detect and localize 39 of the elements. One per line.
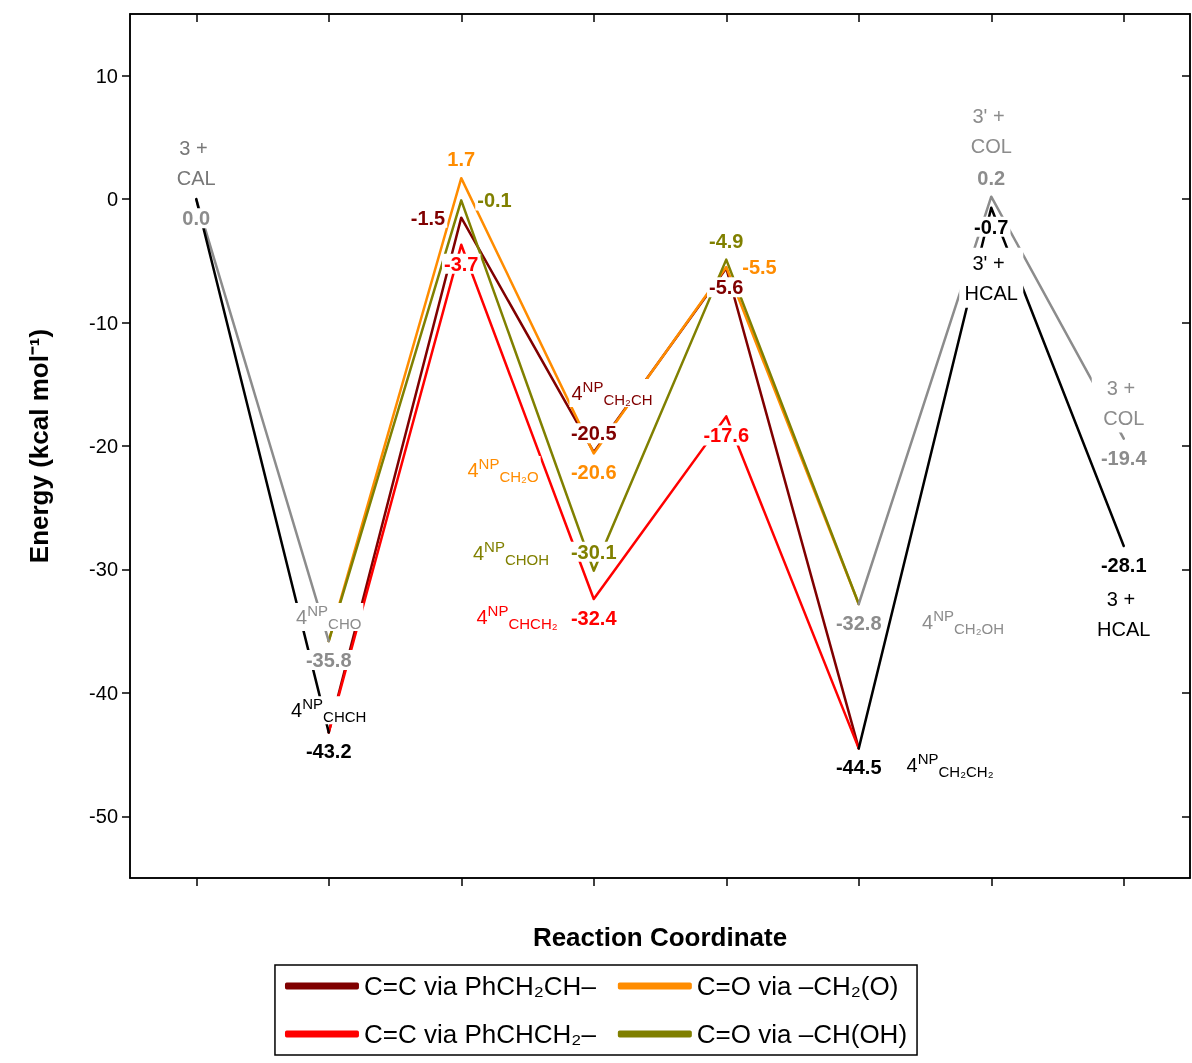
y-tick-label: -30 bbox=[89, 558, 118, 581]
legend-label: C=O via –CH₂(O) bbox=[696, 971, 899, 1001]
data-label: 0.0 bbox=[182, 207, 211, 230]
data-label: -5.5 bbox=[742, 256, 777, 279]
annotation: 3 + HCAL bbox=[1097, 587, 1151, 640]
data-label: -43.2 bbox=[305, 740, 352, 763]
legend-label: C=C via PhCH₂CH– bbox=[363, 971, 597, 1001]
annotation: 3' + COL bbox=[970, 104, 1012, 157]
annotation: 3 + CAL bbox=[176, 137, 216, 190]
annotation: 3 + COL bbox=[1103, 376, 1145, 429]
data-label: -0.1 bbox=[477, 189, 512, 212]
x-axis-title: Reaction Coordinate bbox=[532, 922, 788, 952]
data-label: -17.6 bbox=[703, 424, 750, 447]
y-tick-label: -10 bbox=[89, 311, 118, 334]
y-axis-title: Energy (kcal mol⁻¹) bbox=[24, 328, 54, 564]
data-label: -5.6 bbox=[709, 276, 744, 299]
y-tick-label: -20 bbox=[89, 435, 118, 457]
y-tick-label: 0 bbox=[106, 188, 118, 211]
data-label: -35.8 bbox=[305, 649, 352, 672]
data-label: -3.7 bbox=[444, 252, 479, 275]
data-label: -0.7 bbox=[974, 215, 1009, 238]
data-label: -19.4 bbox=[1100, 446, 1148, 469]
data-label: -28.1 bbox=[1100, 553, 1147, 576]
data-label: -44.5 bbox=[835, 756, 882, 779]
data-label: -4.9 bbox=[709, 229, 744, 252]
y-tick-label: -50 bbox=[89, 805, 118, 828]
data-label: -32.4 bbox=[570, 607, 618, 630]
annotation: 3' + HCAL bbox=[964, 251, 1018, 304]
data-label: 0.2 bbox=[977, 166, 1006, 189]
data-label: 1.7 bbox=[447, 148, 476, 171]
y-tick-label: 10 bbox=[95, 64, 118, 87]
data-label: -1.5 bbox=[410, 206, 446, 229]
legend-label: C=O via –CH(OH) bbox=[696, 1019, 908, 1049]
data-label: -32.8 bbox=[835, 611, 882, 634]
legend-label: C=C via PhCHCH₂– bbox=[363, 1019, 597, 1049]
data-label: -20.5 bbox=[570, 422, 617, 445]
data-label: -20.6 bbox=[570, 461, 617, 484]
data-label: -30.1 bbox=[570, 540, 617, 563]
y-tick-label: -40 bbox=[89, 681, 118, 704]
